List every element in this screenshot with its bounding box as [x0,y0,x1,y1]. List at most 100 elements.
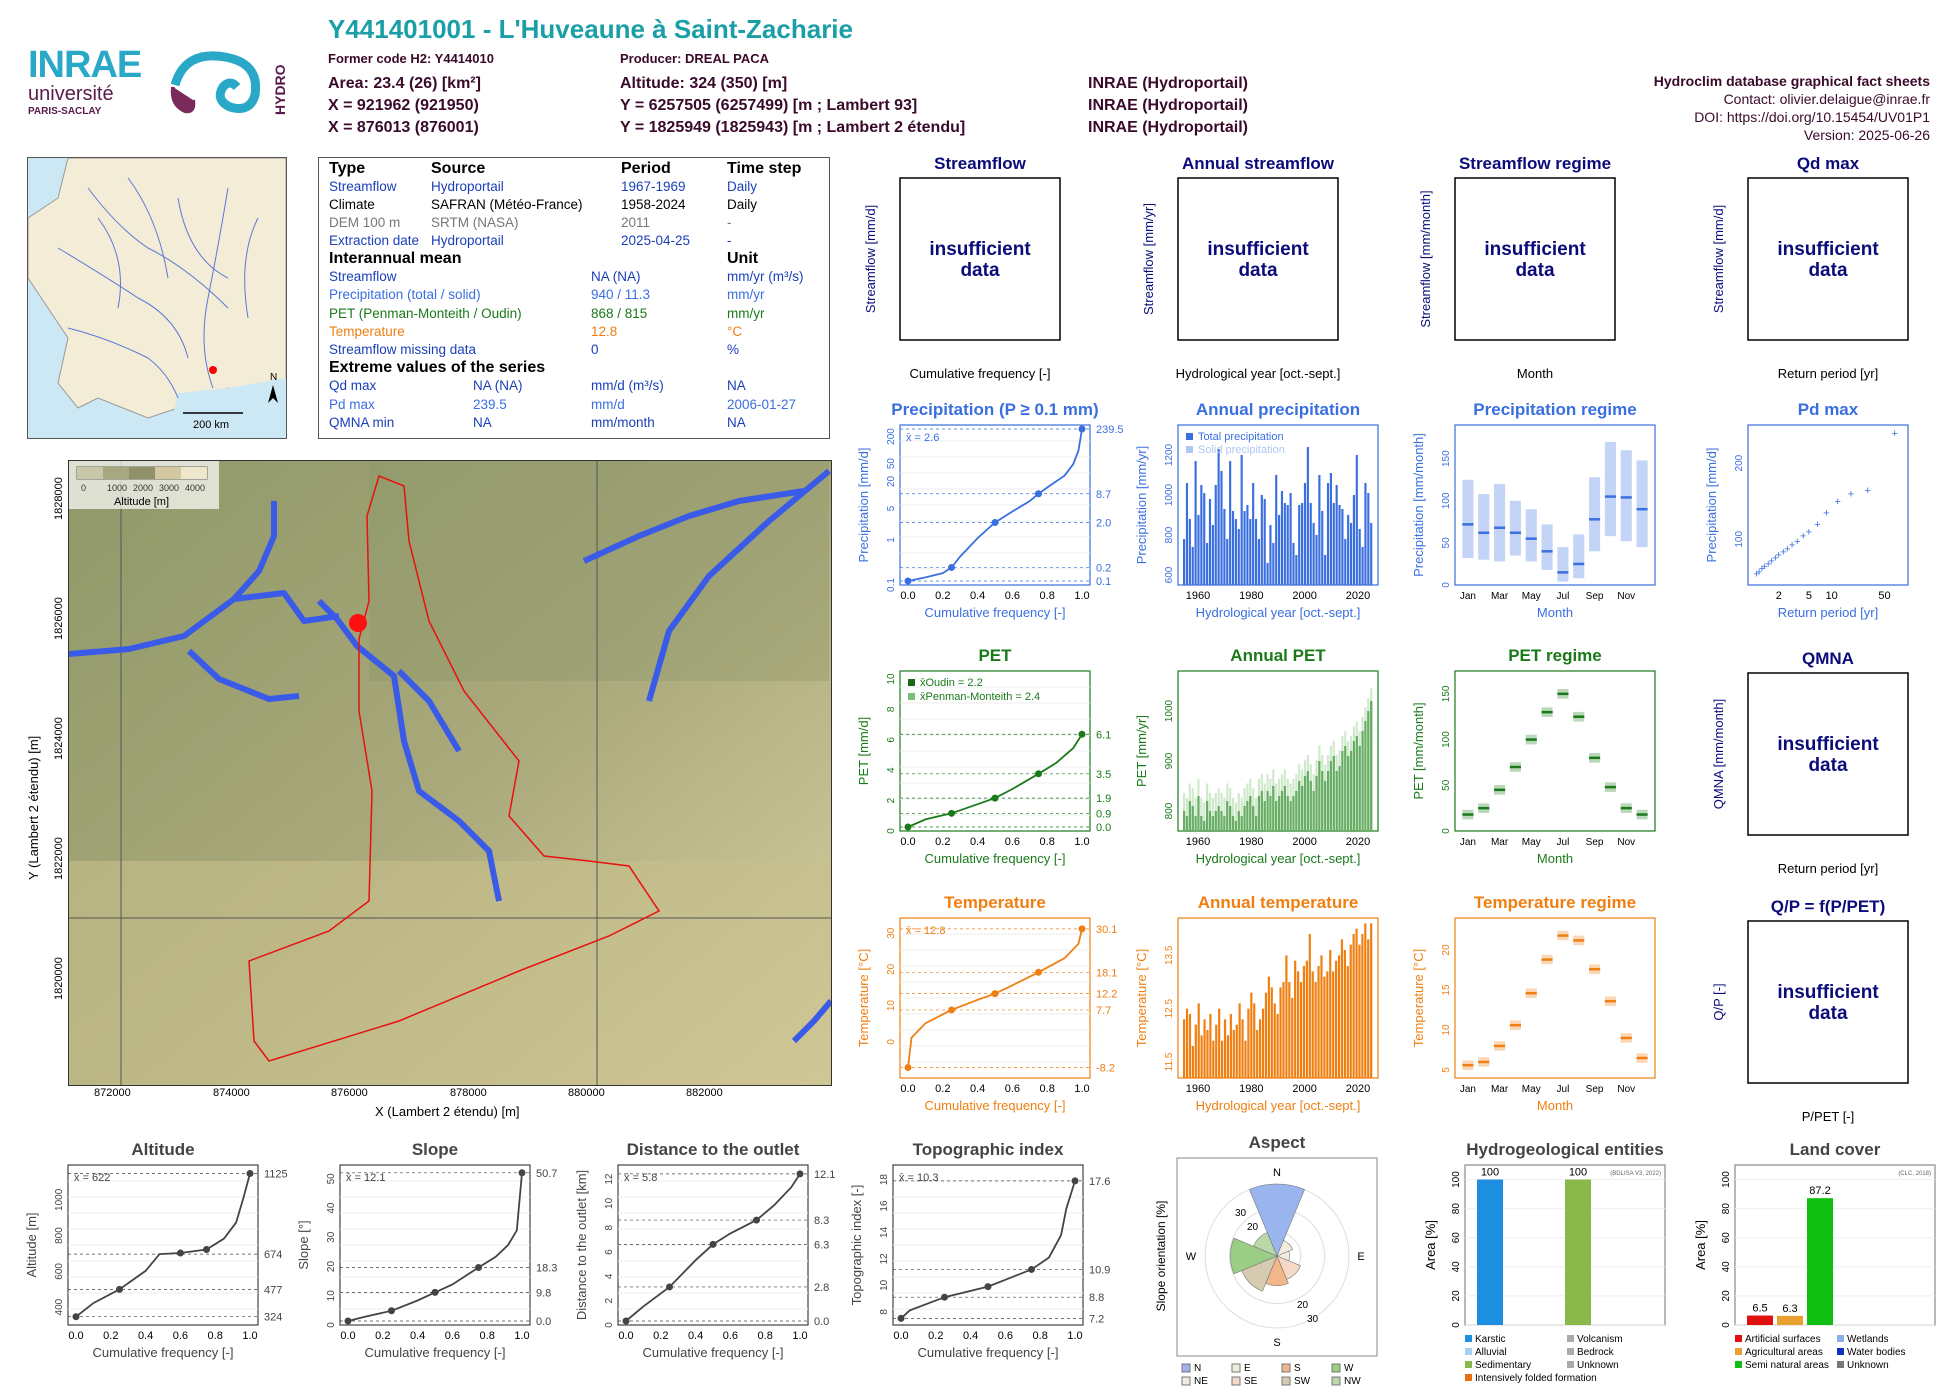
y-l93: Y = 6257505 (6257499) [m ; Lambert 93] [620,97,918,114]
chart-title-slope: Slope [412,1140,458,1159]
legend-swatch [908,679,915,686]
scatter-point: + [1834,496,1840,508]
header-extreme: Extreme values of the series [329,359,546,377]
info-table: Type Source Period Time step Streamflow H… [318,157,830,439]
year-bar [1260,495,1263,585]
inrae-logo-text: INRAE [28,44,142,86]
year-bar [1229,1014,1232,1078]
ytick: 800 [1164,802,1175,819]
ytick: 100 [1721,1171,1732,1188]
chart-ylabel-annual_temp: Temperature [°C] [1134,949,1149,1047]
category-bar [1807,1198,1833,1325]
db-name: Hydroclim database graphical fact sheets [1653,73,1930,89]
right-tick: 2.8 [814,1282,829,1294]
mean-row-name: Streamflow [329,269,397,284]
year-bar [1297,971,1300,1078]
year-bar [1220,471,1223,585]
panel-xlabel-streamflow_regime: Month [1517,366,1553,381]
year-bar-pm [1260,774,1263,831]
year-bar [1329,950,1332,1078]
year-bar [1308,934,1311,1078]
extreme-row: Pd max 239.5 mm/d 2006-01-27 [329,396,819,414]
ytick: 60 [1451,1232,1462,1244]
cdf-point [991,794,999,802]
xtick: 0.4 [970,590,985,602]
xtick: 2020 [1346,1083,1370,1095]
xtick: 0.8 [480,1330,495,1342]
chart-title-temp_cdf: Temperature [944,893,1046,912]
ytick: 5 [1441,1067,1452,1073]
xtick: 5 [1806,590,1812,602]
year-bar [1288,982,1291,1078]
year-bar [1234,519,1237,585]
x-l93: X = 921962 (921950) [328,97,479,114]
source-rows: Streamflow Hydroportail 1967-1969 Daily Clim… [329,178,819,250]
right-tick: 0.2 [1096,562,1111,574]
legend-swatch [1181,1376,1191,1386]
scatter-point: + [1823,508,1829,520]
legend-label: N [1194,1363,1201,1374]
year-bar [1276,1014,1279,1078]
year-bar-pm [1226,783,1229,831]
scatter-point: + [1780,546,1786,558]
ytick: 30 [886,927,897,939]
version: Version: 2025-06-26 [1803,127,1930,143]
xtick: 0.0 [900,836,915,848]
year-bar-pm [1254,797,1258,831]
ytick: 150 [1441,450,1452,467]
chart-xlabel-distance: Cumulative frequency [-] [643,1345,784,1360]
bar-value-label: 100 [1481,1167,1499,1179]
year-bar-pm [1191,788,1194,831]
chart-title-precip_cdf: Precipitation (P ≥ 0.1 mm) [891,400,1098,419]
source-row-step: - [727,215,732,230]
xtick: 1980 [1239,836,1263,848]
cdf-line-precip_cdf [907,428,1083,582]
ytick: 12.5 [1164,998,1175,1018]
xtick: 1.0 [792,1330,807,1342]
former-code: Former code H2: Y4414010 [328,51,494,66]
year-bar [1367,493,1370,585]
xtick: 2000 [1292,1083,1316,1095]
year-bar [1252,483,1255,585]
right-tick: 8.8 [1089,1292,1104,1304]
ytick: 2 [886,797,897,803]
regime-box [1604,441,1616,537]
right-tick: 30.1 [1096,924,1117,936]
extreme-row-value: NA [473,415,492,431]
extreme-row-name: Pd max [329,396,375,412]
ytick: 0 [326,1322,337,1328]
aspect-sector [1230,1237,1278,1275]
right-tick: 1125 [264,1168,288,1180]
xtick: 0.4 [410,1330,425,1342]
chart-ylabel-pd_max: Precipitation [mm/d] [1704,448,1719,563]
year-bar-pm [1263,783,1266,831]
ring-label: 20 [1247,1222,1259,1233]
panel-xlabel-qp: P/PET [-] [1802,1109,1855,1124]
mean-row-name: Streamflow missing data [329,342,477,358]
scatter-point: + [1848,489,1854,501]
year-bar [1279,987,1282,1078]
scatter-point: + [1784,543,1790,555]
year-bar [1326,483,1330,585]
legend-swatch [1281,1363,1291,1373]
year-bar-pm [1243,788,1246,831]
map-xtick: 882000 [686,1087,723,1099]
year-bar [1218,1008,1221,1078]
altitude: Altitude: 324 (350) [m] [620,75,788,92]
year-bar [1264,992,1268,1078]
year-bar [1361,934,1364,1078]
year-bar [1370,923,1373,1078]
year-bar [1355,928,1358,1078]
insufficient-msg: data [1238,260,1278,281]
chart-xlabel-pet_regime: Month [1537,851,1573,866]
year-bar [1256,1030,1259,1078]
year-bar [1208,499,1212,585]
legend-swatch [1465,1361,1472,1368]
year-bar [1338,505,1341,585]
legend-swatch [1465,1374,1472,1381]
year-bar-pm [1206,783,1209,831]
mean-row-value: 12.8 [591,323,618,339]
right-tick: 6.3 [814,1239,829,1251]
year-bar-pm [1188,783,1191,831]
